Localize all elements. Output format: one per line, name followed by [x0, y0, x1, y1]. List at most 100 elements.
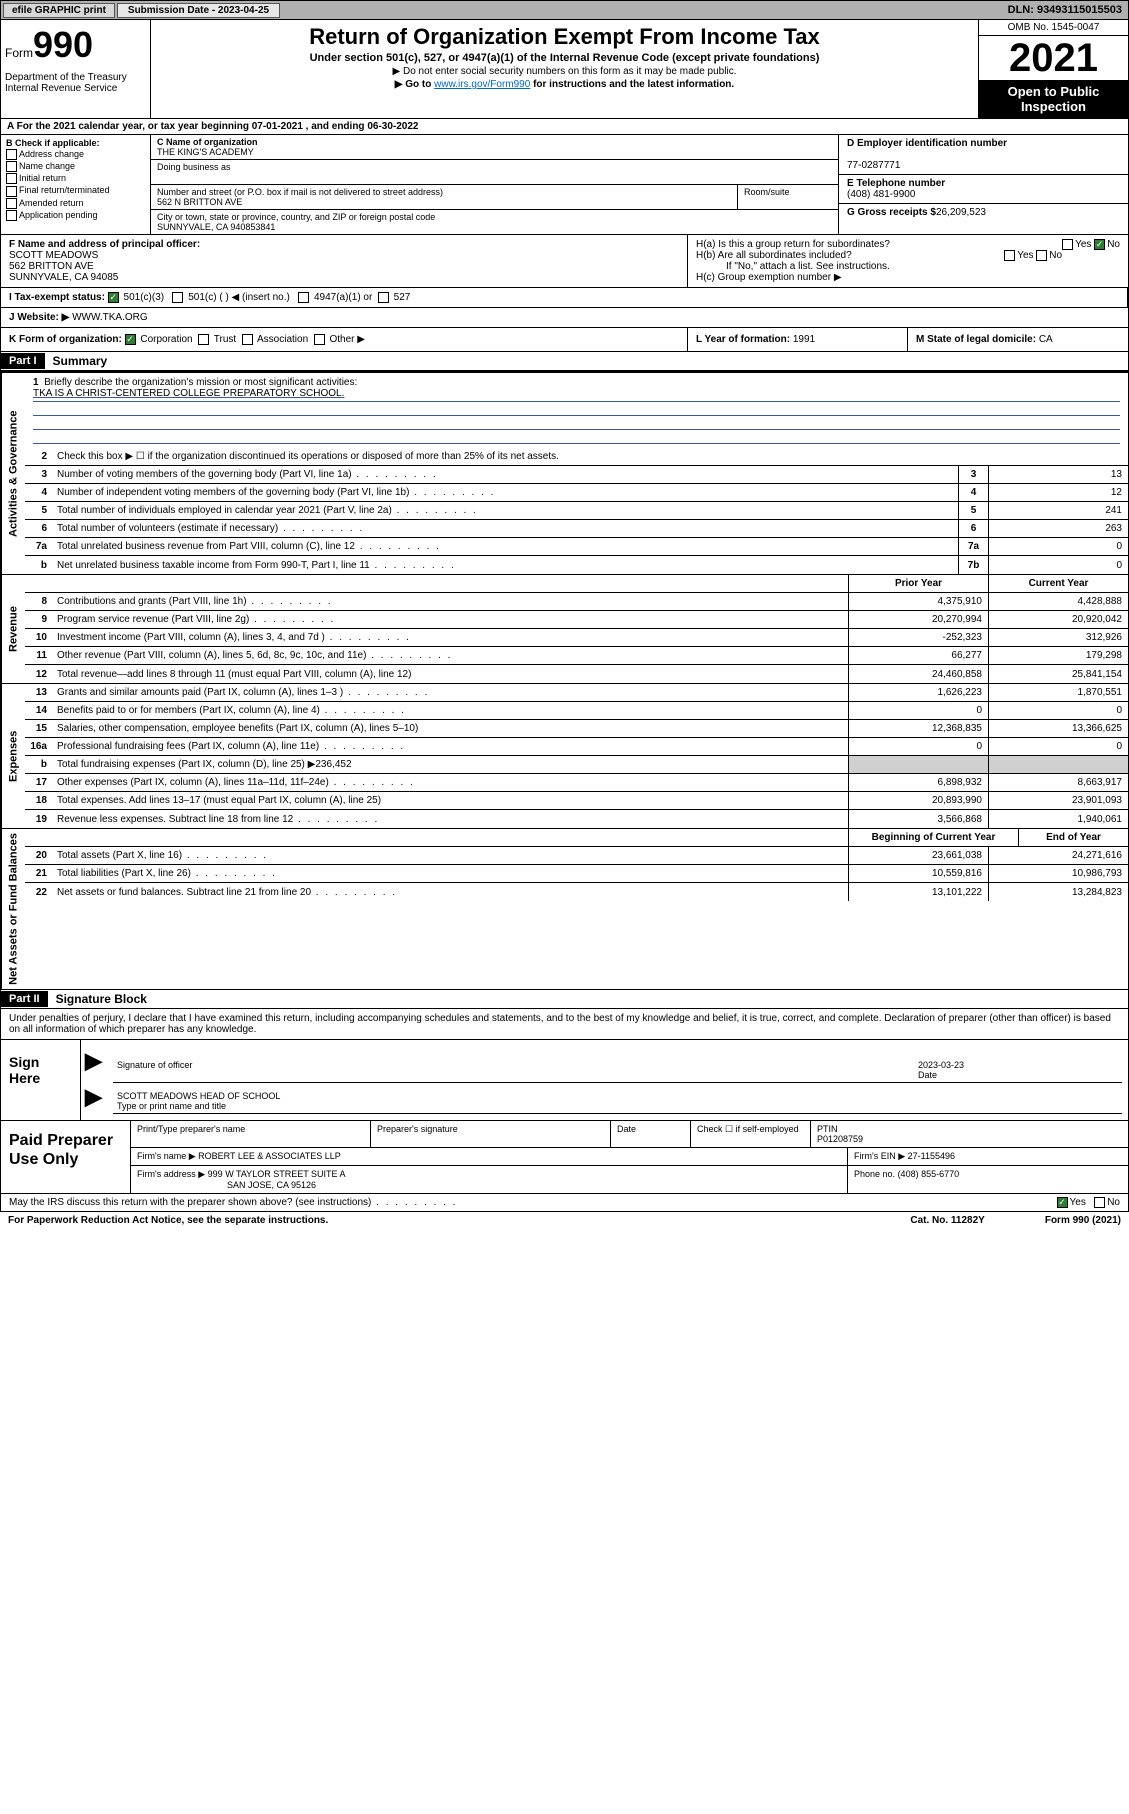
- h-b-note: If "No," attach a list. See instructions…: [696, 261, 1120, 272]
- block-bcde: B Check if applicable: Address change Na…: [0, 135, 1129, 234]
- line-21: 21Total liabilities (Part X, line 26) 10…: [25, 865, 1128, 883]
- officer-name: SCOTT MEADOWS HEAD OF SCHOOLType or prin…: [117, 1091, 1118, 1111]
- part-2-header: Part II Signature Block: [0, 990, 1129, 1009]
- top-bar: efile GRAPHIC print Submission Date - 20…: [0, 0, 1129, 20]
- section-revenue: Revenue Prior Year Current Year 8Contrib…: [0, 575, 1129, 684]
- sig-date: 2023-03-23Date: [918, 1060, 1118, 1080]
- line-10: 10Investment income (Part VIII, column (…: [25, 629, 1128, 647]
- line-3: 3Number of voting members of the governi…: [25, 466, 1128, 484]
- line-18: 18Total expenses. Add lines 13–17 (must …: [25, 792, 1128, 810]
- efile-button[interactable]: efile GRAPHIC print: [3, 3, 115, 18]
- row-klm: K Form of organization: ✓ Corporation Tr…: [0, 327, 1129, 352]
- row-j: J Website: ▶ WWW.TKA.ORG: [0, 307, 1129, 327]
- net-header: Beginning of Current Year End of Year: [25, 829, 1128, 847]
- row-f-h: F Name and address of principal officer:…: [0, 234, 1129, 287]
- dba-cell: Doing business as: [151, 160, 838, 185]
- street-cell: Number and street (or P.O. box if mail i…: [151, 185, 738, 210]
- firm-address: Firm's address ▶ 999 W TAYLOR STREET SUI…: [131, 1166, 848, 1193]
- footer: For Paperwork Reduction Act Notice, see …: [0, 1212, 1129, 1229]
- sign-here-label: Sign Here: [1, 1040, 81, 1120]
- col-b-checkboxes: B Check if applicable: Address change Na…: [1, 135, 151, 234]
- chk-address-change[interactable]: Address change: [6, 149, 145, 160]
- line-5: 5Total number of individuals employed in…: [25, 502, 1128, 520]
- chk-name-change[interactable]: Name change: [6, 161, 145, 172]
- dln-label: DLN: 93493115015503: [1008, 4, 1128, 16]
- line-4: 4Number of independent voting members of…: [25, 484, 1128, 502]
- open-to-public: Open to Public Inspection: [979, 80, 1128, 118]
- irs-discuss-row: May the IRS discuss this return with the…: [0, 1194, 1129, 1212]
- ein-cell: D Employer identification number 77-0287…: [839, 135, 1128, 174]
- section-expenses: Expenses 13Grants and similar amounts pa…: [0, 684, 1129, 829]
- form-note-1: ▶ Do not enter social security numbers o…: [157, 66, 972, 77]
- chk-final-return[interactable]: Final return/terminated: [6, 185, 145, 196]
- line-7a: 7aTotal unrelated business revenue from …: [25, 538, 1128, 556]
- line-11: 11Other revenue (Part VIII, column (A), …: [25, 647, 1128, 665]
- tax-year: 2021: [979, 36, 1128, 80]
- line-19: 19Revenue less expenses. Subtract line 1…: [25, 810, 1128, 828]
- line-13: 13Grants and similar amounts paid (Part …: [25, 684, 1128, 702]
- section-net-assets: Net Assets or Fund Balances Beginning of…: [0, 829, 1129, 990]
- form-number: Form990: [5, 24, 146, 66]
- city-cell: City or town, state or province, country…: [151, 210, 838, 234]
- paid-preparer-block: Paid Preparer Use Only Print/Type prepar…: [0, 1121, 1129, 1194]
- chk-amended-return[interactable]: Amended return: [6, 198, 145, 209]
- vtab-activities: Activities & Governance: [1, 373, 25, 574]
- line-8: 8Contributions and grants (Part VIII, li…: [25, 593, 1128, 611]
- phone-cell: E Telephone number (408) 481-9900: [839, 174, 1128, 203]
- arrow-icon: ▶: [85, 1048, 102, 1074]
- principal-officer: F Name and address of principal officer:…: [1, 235, 688, 287]
- row-a-tax-year: A For the 2021 calendar year, or tax yea…: [0, 119, 1129, 135]
- line-22: 22Net assets or fund balances. Subtract …: [25, 883, 1128, 901]
- dept-label: Department of the Treasury Internal Reve…: [5, 72, 146, 94]
- omb-number: OMB No. 1545-0047: [979, 20, 1128, 36]
- prep-sig-hdr: Preparer's signature: [371, 1121, 611, 1147]
- line-17: 17Other expenses (Part IX, column (A), l…: [25, 774, 1128, 792]
- signature-intro: Under penalties of perjury, I declare th…: [0, 1009, 1129, 1040]
- form-header: Form990 Department of the Treasury Inter…: [0, 20, 1129, 119]
- vtab-net-assets: Net Assets or Fund Balances: [1, 829, 25, 989]
- row-i: I Tax-exempt status: ✓ 501(c)(3) 501(c) …: [0, 287, 1129, 307]
- irs-link[interactable]: www.irs.gov/Form990: [434, 79, 530, 90]
- revenue-header: Prior Year Current Year: [25, 575, 1128, 593]
- state-domicile: M State of legal domicile: CA: [908, 328, 1128, 351]
- vtab-expenses: Expenses: [1, 684, 25, 828]
- vtab-revenue: Revenue: [1, 575, 25, 683]
- line-15: 15Salaries, other compensation, employee…: [25, 720, 1128, 738]
- room-cell: Room/suite: [738, 185, 838, 210]
- prep-date-hdr: Date: [611, 1121, 691, 1147]
- line-12: 12Total revenue—add lines 8 through 11 (…: [25, 665, 1128, 683]
- prep-selfemp: Check ☐ if self-employed: [691, 1121, 811, 1147]
- line-2: 2Check this box ▶ ☐ if the organization …: [25, 448, 1128, 466]
- firm-ein: Firm's EIN ▶ 27-1155496: [848, 1148, 1128, 1165]
- line-1: 1 Briefly describe the organization's mi…: [25, 373, 1128, 448]
- h-b: H(b) Are all subordinates included? Yes …: [696, 250, 1120, 261]
- line-20: 20Total assets (Part X, line 16) 23,661,…: [25, 847, 1128, 865]
- chk-application-pending[interactable]: Application pending: [6, 210, 145, 221]
- form-subtitle: Under section 501(c), 527, or 4947(a)(1)…: [157, 52, 972, 64]
- year-formation: L Year of formation: 1991: [688, 328, 908, 351]
- signature-of-officer: Signature of officer: [117, 1060, 918, 1080]
- line-9: 9Program service revenue (Part VIII, lin…: [25, 611, 1128, 629]
- submission-date: Submission Date - 2023-04-25: [117, 3, 280, 18]
- line-16b: bTotal fundraising expenses (Part IX, co…: [25, 756, 1128, 774]
- org-name-cell: C Name of organization THE KING'S ACADEM…: [151, 135, 838, 160]
- firm-name: Firm's name ▶ ROBERT LEE & ASSOCIATES LL…: [131, 1148, 848, 1165]
- h-c: H(c) Group exemption number ▶: [696, 272, 1120, 283]
- arrow-icon: ▶: [85, 1084, 102, 1110]
- section-activities: Activities & Governance 1 Briefly descri…: [0, 371, 1129, 575]
- paid-preparer-label: Paid Preparer Use Only: [1, 1121, 131, 1193]
- form-note-2: ▶ Go to www.irs.gov/Form990 for instruct…: [157, 79, 972, 90]
- chk-initial-return[interactable]: Initial return: [6, 173, 145, 184]
- line-14: 14Benefits paid to or for members (Part …: [25, 702, 1128, 720]
- h-a: H(a) Is this a group return for subordin…: [696, 239, 1120, 250]
- prep-ptin: PTINP01208759: [811, 1121, 1128, 1147]
- line-7b: bNet unrelated business taxable income f…: [25, 556, 1128, 574]
- prep-name-hdr: Print/Type preparer's name: [131, 1121, 371, 1147]
- form-title: Return of Organization Exempt From Incom…: [157, 24, 972, 50]
- firm-phone: Phone no. (408) 855-6770: [848, 1166, 1128, 1193]
- part-1-header: Part I Summary: [0, 352, 1129, 371]
- line-16a: 16aProfessional fundraising fees (Part I…: [25, 738, 1128, 756]
- gross-receipts-cell: G Gross receipts $26,209,523: [839, 203, 1128, 221]
- sign-here-block: Sign Here ▶ Signature of officer 2023-03…: [0, 1040, 1129, 1121]
- line-6: 6Total number of volunteers (estimate if…: [25, 520, 1128, 538]
